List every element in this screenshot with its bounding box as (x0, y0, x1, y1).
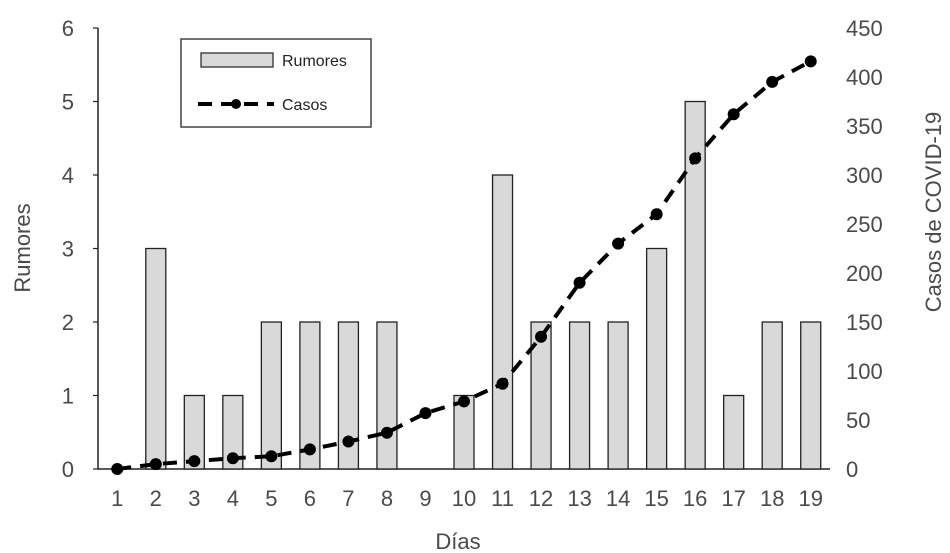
legend: Rumores Casos (180, 38, 372, 128)
rumores-bar (800, 321, 822, 470)
rumores-bar (222, 394, 244, 470)
x-tick-label: 9 (419, 486, 431, 511)
x-tick-label: 16 (683, 486, 707, 511)
rumores-bar (607, 321, 629, 470)
right-y-tick-label: 100 (846, 359, 883, 384)
casos-point (342, 435, 355, 448)
casos-point (573, 276, 586, 289)
rumores-bar (568, 321, 591, 470)
casos-point (804, 55, 817, 68)
casos-point (689, 152, 702, 165)
right-y-tick-label: 50 (846, 408, 870, 433)
x-axis-title: Días (435, 529, 480, 553)
x-tick-label: 6 (304, 486, 316, 511)
x-tick-label: 4 (227, 486, 239, 511)
legend-bar-swatch (200, 52, 274, 68)
right-y-tick-label: 0 (846, 457, 858, 482)
casos-point (226, 452, 239, 465)
right-y-tick-label: 300 (846, 163, 883, 188)
rumores-bar (530, 321, 552, 470)
left-y-tick-label: 1 (62, 384, 74, 409)
x-tick-label: 17 (721, 486, 745, 511)
casos-point (535, 330, 548, 343)
casos-point (496, 377, 509, 390)
rumores-bar (183, 394, 205, 470)
x-tick-label: 3 (188, 486, 200, 511)
rumores-bar (376, 321, 398, 470)
x-tick-label: 2 (150, 486, 162, 511)
right-y-tick-label: 250 (846, 212, 883, 237)
right-y-tick-label: 200 (846, 261, 883, 286)
casos-point (149, 458, 162, 471)
x-tick-label: 5 (265, 486, 277, 511)
casos-point (727, 108, 740, 121)
x-tick-label: 11 (491, 486, 514, 511)
left-y-tick-label: 2 (62, 310, 74, 335)
casos-point (419, 407, 432, 420)
rumores-bar (260, 321, 283, 470)
rumores-bar (645, 247, 668, 470)
x-tick-label: 18 (760, 486, 784, 511)
casos-point (458, 395, 470, 408)
left-y-tick-label: 4 (62, 163, 74, 188)
rumores-bar (723, 394, 745, 470)
line-layer (111, 55, 817, 475)
casos-point (612, 237, 625, 250)
y2-axis-title: Casos de COVID-19 (921, 112, 946, 313)
casos-point (303, 443, 316, 456)
right-y-tick-label: 400 (846, 65, 883, 90)
legend-bar-label: Rumores (282, 53, 347, 70)
rumores-bar (491, 174, 514, 470)
right-y-tick-label: 450 (846, 16, 883, 41)
x-tick-label: 14 (606, 486, 630, 511)
x-tick-label: 1 (111, 486, 123, 511)
x-tick-label: 15 (644, 486, 668, 511)
rumores-bar (337, 321, 360, 470)
right-y-tick-label: 350 (846, 114, 883, 139)
x-tick-label: 8 (381, 486, 393, 511)
rumores-bar (145, 247, 167, 470)
x-tick-label: 12 (529, 486, 553, 511)
rumores-bar (299, 321, 321, 470)
x-tick-label: 7 (342, 486, 354, 511)
casos-point (650, 208, 663, 221)
left-y-tick-label: 6 (62, 16, 74, 41)
casos-point (766, 75, 779, 88)
left-y-tick-label: 5 (62, 90, 74, 115)
right-y-tick-label: 150 (846, 310, 883, 335)
left-y-tick-label: 0 (62, 457, 74, 482)
casos-point (111, 463, 124, 475)
casos-point (380, 426, 393, 439)
bars-layer (145, 100, 822, 470)
legend-line-marker (231, 99, 241, 109)
x-tick-label: 10 (452, 486, 476, 511)
casos-point (188, 455, 201, 468)
y-axis-title: Rumores (10, 203, 35, 292)
x-tick-label: 19 (798, 486, 822, 511)
rumores-bar (761, 321, 783, 470)
left-y-tick-label: 3 (62, 237, 74, 262)
legend-line-label: Casos (282, 97, 327, 114)
rumores-bar (684, 100, 706, 470)
casos-point (265, 450, 278, 463)
x-tick-label: 13 (567, 486, 591, 511)
